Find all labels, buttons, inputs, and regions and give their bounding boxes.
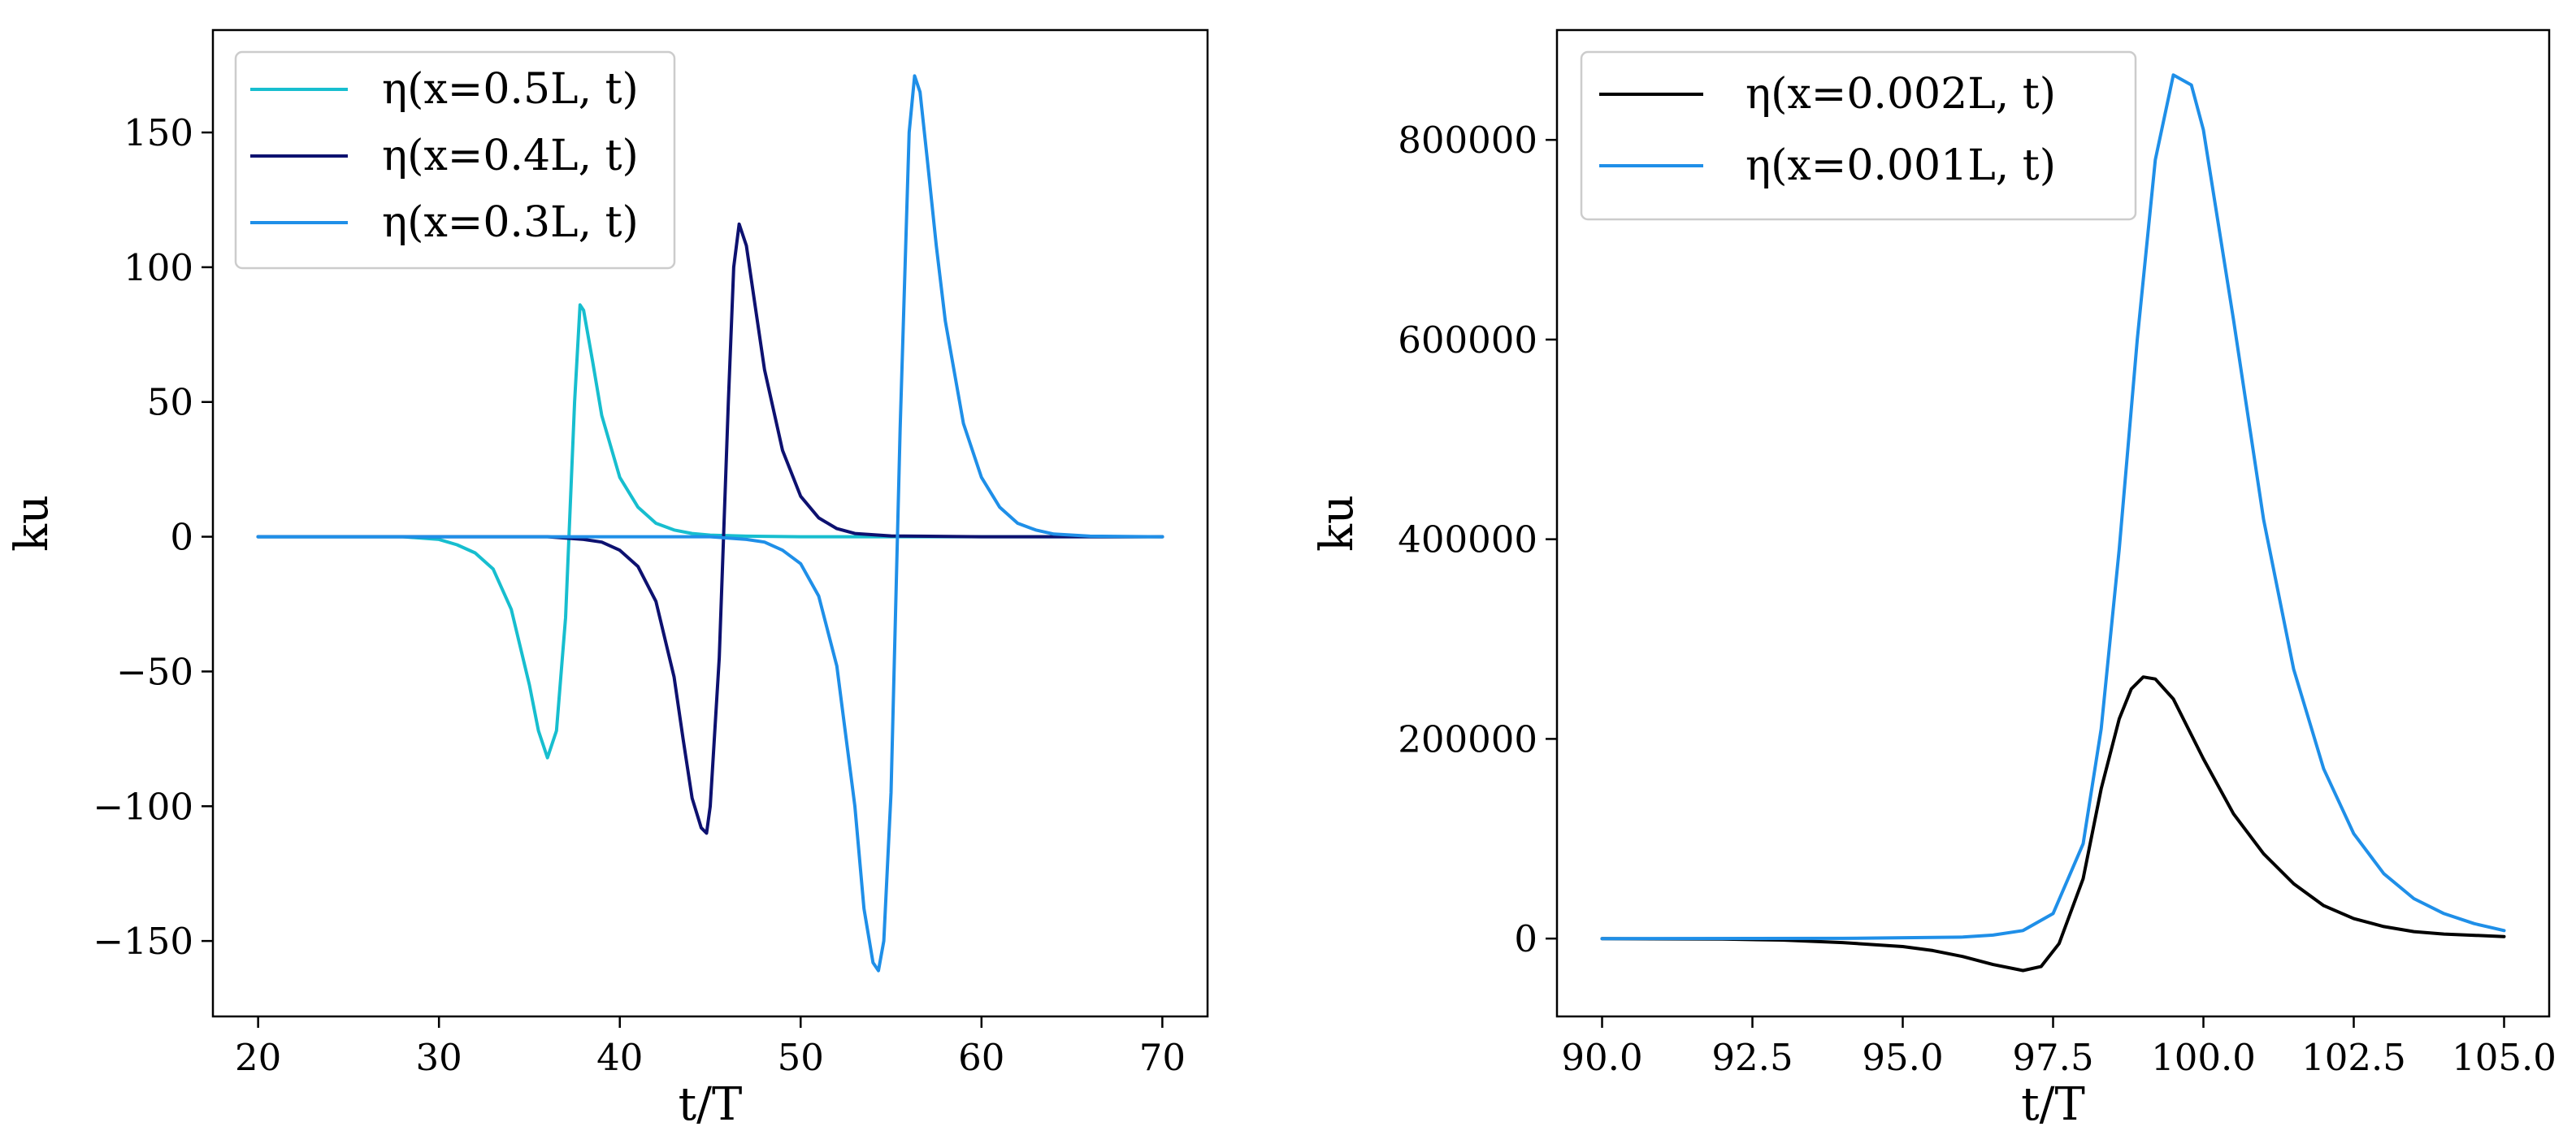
x-tick-label: 70 [1139, 1036, 1186, 1079]
y-tick-label: 400000 [1398, 518, 1537, 561]
y-tick-label: 800000 [1398, 119, 1537, 162]
x-axis-label: t/T [679, 1078, 743, 1131]
y-axis-label: ku [1311, 495, 1364, 552]
y-tick-label: 150 [124, 111, 193, 154]
x-axis-label: t/T [2021, 1078, 2085, 1131]
series-line-2 [1600, 73, 2506, 941]
legend-label-2: η(x=0.4L, t) [382, 132, 639, 180]
series-line-1 [1600, 675, 2506, 973]
y-tick-label: 0 [1514, 917, 1537, 960]
y-tick-label: 0 [170, 516, 193, 559]
x-tick-label: 102.5 [2301, 1036, 2406, 1079]
series-line-3 [256, 74, 1164, 973]
y-tick-label: −50 [116, 650, 193, 693]
x-tick-label: 40 [596, 1036, 643, 1079]
y-tick-label: −100 [93, 785, 193, 828]
legend-label-1: η(x=0.5L, t) [382, 65, 639, 114]
x-tick-label: 30 [416, 1036, 462, 1079]
legend-box [234, 50, 676, 270]
legend-box [1580, 50, 2137, 221]
y-tick-label: −150 [93, 920, 193, 963]
axes-frame [211, 28, 1209, 1018]
right-chart-panel: 90.0 92.5 95.0 97.5 100.0 102.5 105.0 0 200000 40… [1311, 28, 2556, 1131]
y-axis-label: ku [6, 495, 59, 552]
legend-label-2: η(x=0.001L, t) [1746, 141, 2056, 190]
x-tick-label: 100.0 [2151, 1036, 2256, 1079]
x-tick-label: 105.0 [2452, 1036, 2556, 1079]
legend-label-3: η(x=0.3L, t) [382, 198, 639, 247]
series-line-1 [256, 303, 1164, 760]
y-tick-label: 600000 [1398, 318, 1537, 362]
y-tick-label: 50 [147, 381, 193, 424]
x-tick-label: 97.5 [2012, 1036, 2093, 1079]
x-tick-label: 92.5 [1711, 1036, 1793, 1079]
y-tick-label: 200000 [1398, 717, 1537, 760]
x-tick-label: 60 [958, 1036, 1004, 1079]
x-tick-label: 95.0 [1862, 1036, 1943, 1079]
x-tick-label: 90.0 [1561, 1036, 1642, 1079]
x-tick-label: 20 [235, 1036, 281, 1079]
series-line-2 [256, 222, 1164, 835]
y-tick-label: 100 [124, 246, 193, 289]
legend-label-1: η(x=0.002L, t) [1746, 70, 2056, 119]
x-tick-label: 50 [778, 1036, 824, 1079]
left-chart-panel: 20 30 40 50 60 70 −150 −100 −50 0 50 100 150 t/T ku η(x… [6, 28, 1209, 1131]
